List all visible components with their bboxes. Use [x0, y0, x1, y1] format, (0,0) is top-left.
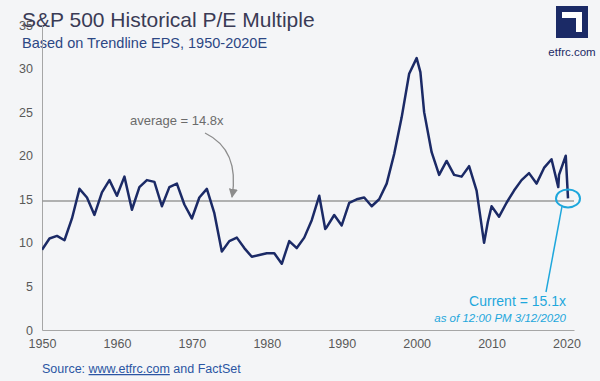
average-arrow	[205, 133, 233, 197]
current-note: as of 12:00 PM 3/12/2020	[434, 312, 566, 324]
x-tick-label: 1950	[29, 337, 57, 351]
y-axis: 0 5 10 15 20 25 30 35	[19, 19, 42, 338]
x-tick-label: 2020	[553, 337, 581, 351]
y-tick-label: 5	[26, 280, 33, 294]
y-tick: 20	[19, 149, 42, 163]
y-tick: 15	[19, 193, 42, 207]
x-tick: 1970	[178, 330, 206, 351]
source-part: www.etfrc.com	[88, 362, 170, 376]
x-tick: 1990	[328, 330, 356, 351]
x-tick-label: 2010	[478, 337, 506, 351]
y-tick-label: 15	[19, 193, 33, 207]
y-tick: 0	[26, 324, 42, 338]
y-tick-label: 20	[19, 149, 33, 163]
x-axis-line	[43, 330, 575, 331]
x-tick: 1960	[104, 330, 132, 351]
x-tick-label: 1970	[178, 337, 206, 351]
y-tick: 30	[19, 62, 42, 76]
x-tick-label: 2000	[403, 337, 431, 351]
source-part: and FactSet	[170, 362, 241, 376]
current-connector	[546, 206, 562, 292]
plot-area	[42, 58, 574, 264]
y-tick: 10	[19, 236, 42, 250]
current-label: Current = 15.1x	[469, 293, 566, 309]
title: S&P 500 Historical P/E Multiple	[22, 8, 315, 31]
source: Source: www.etfrc.com and FactSet	[42, 362, 241, 376]
source-part: Source:	[42, 362, 89, 376]
y-tick-label: 0	[26, 324, 33, 338]
y-tick-label: 30	[19, 62, 33, 76]
y-tick-label: 25	[19, 106, 33, 120]
y-tick: 25	[19, 106, 42, 120]
current-circle	[556, 189, 580, 207]
y-tick: 5	[26, 280, 42, 294]
chart: S&P 500 Historical P/E Multiple Based on …	[0, 0, 600, 381]
logo-square	[556, 6, 588, 38]
logo-shape	[562, 12, 582, 32]
background	[0, 0, 600, 381]
y-axis-line	[42, 26, 43, 331]
x-tick-label: 1980	[253, 337, 281, 351]
average-label: average = 14.8x	[130, 113, 224, 128]
logo: etfrc.com	[548, 6, 595, 58]
logo-text: etfrc.com	[548, 46, 595, 58]
x-tick: 2020	[553, 330, 581, 351]
x-tick: 2000	[403, 330, 431, 351]
y-tick-label: 35	[19, 19, 33, 33]
x-axis: 1950 1960 1970 1980 1990 2000 2010 2020	[29, 330, 581, 351]
average-line	[42, 200, 574, 202]
y-tick-label: 10	[19, 236, 33, 250]
pe-line	[42, 58, 568, 264]
subtitle: Based on Trendline EPS, 1950-2020E	[22, 35, 267, 51]
x-tick: 1980	[253, 330, 281, 351]
x-tick: 2010	[478, 330, 506, 351]
x-tick-label: 1990	[328, 337, 356, 351]
y-tick: 35	[19, 19, 42, 33]
x-tick-label: 1960	[104, 337, 132, 351]
x-tick: 1950	[29, 330, 57, 351]
